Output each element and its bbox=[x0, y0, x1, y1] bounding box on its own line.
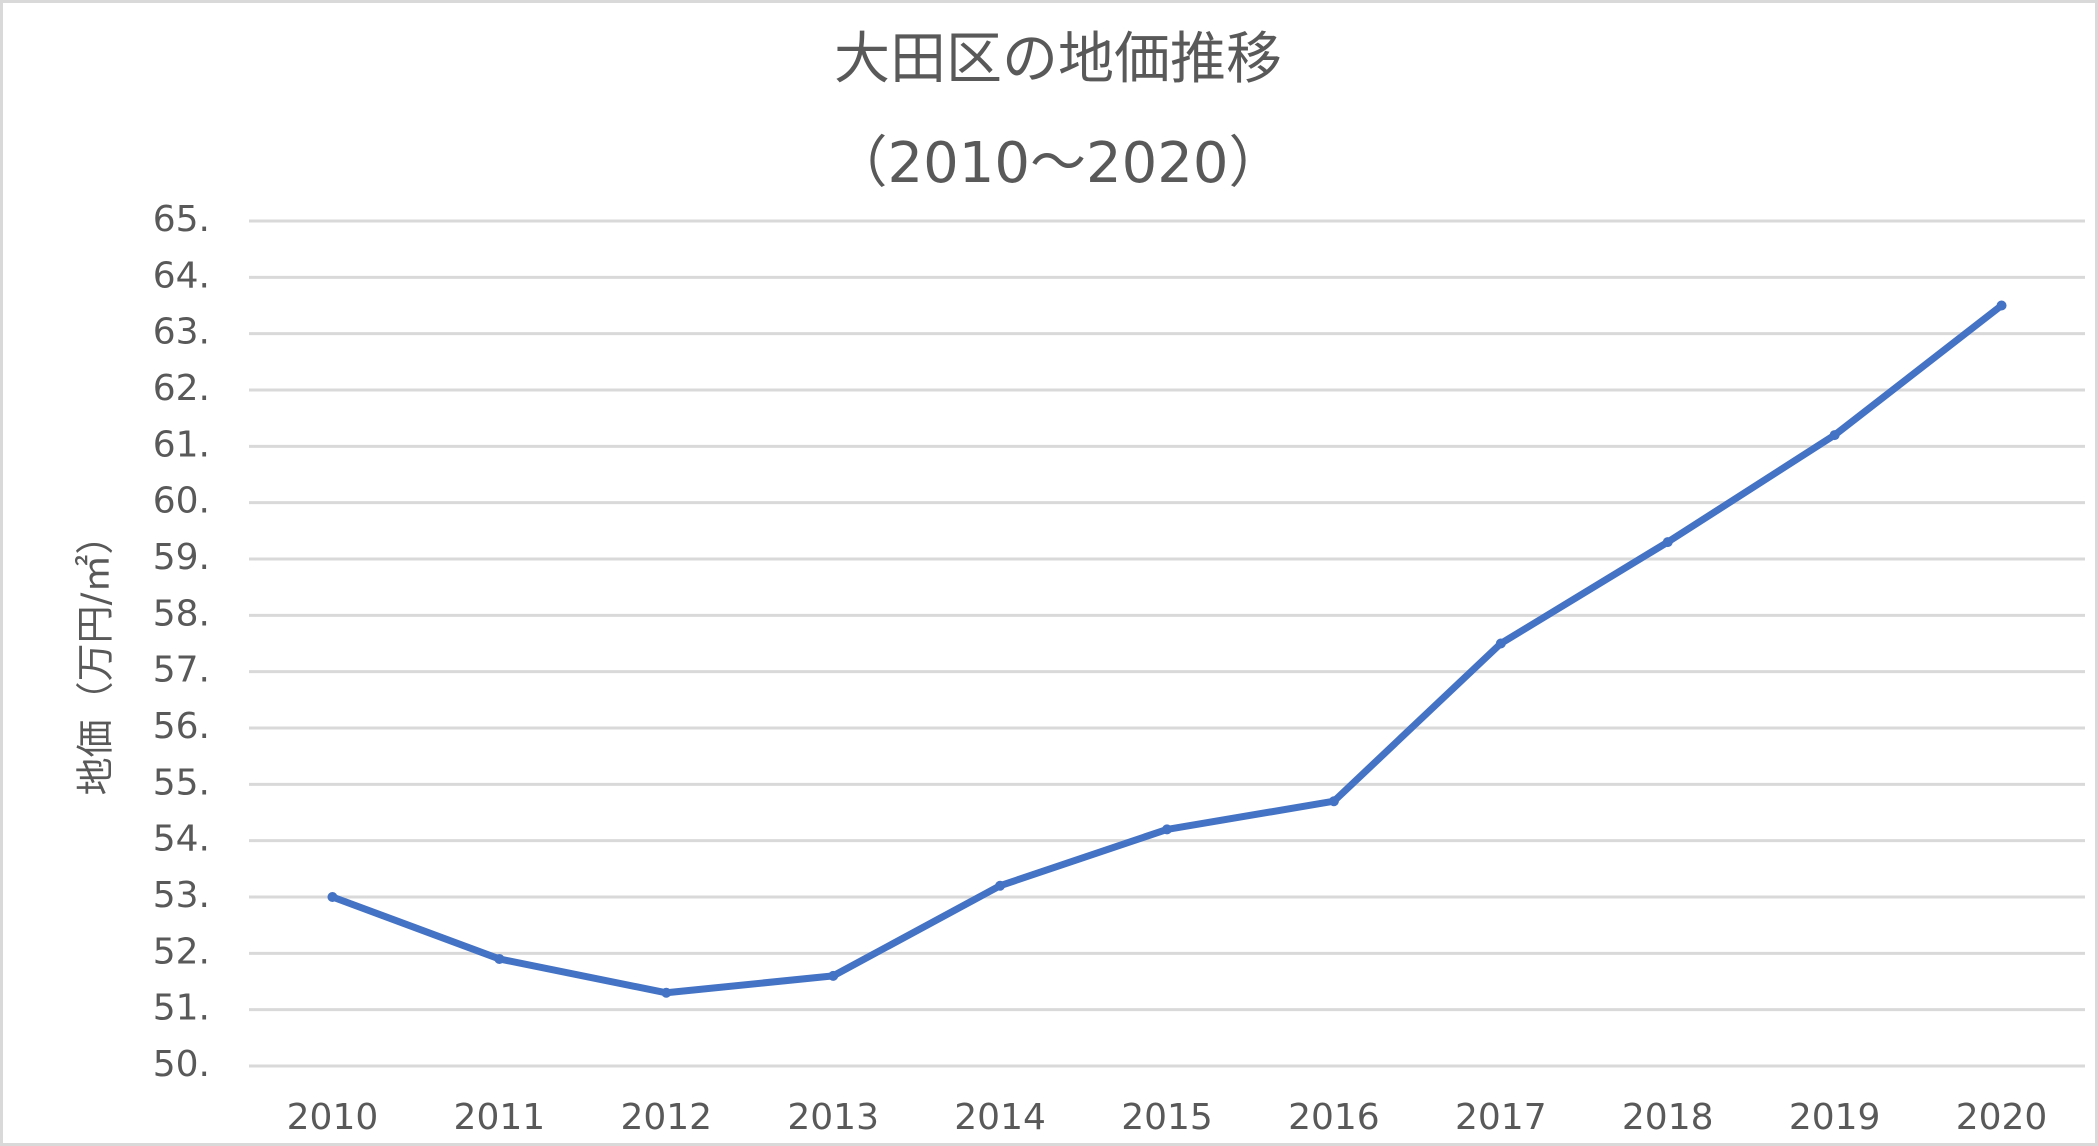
x-tick-label: 2017 bbox=[1455, 1097, 1547, 1138]
x-tick-label: 2014 bbox=[954, 1097, 1046, 1138]
y-tick-label: 51. bbox=[153, 988, 210, 1029]
chart-subtitle: （2010～2020） bbox=[831, 131, 1284, 196]
y-axis-label: 地価（万円/㎡） bbox=[74, 517, 118, 796]
data-point bbox=[1328, 796, 1339, 807]
x-tick-label: 2013 bbox=[787, 1097, 879, 1138]
x-tick-label: 2020 bbox=[1956, 1097, 2048, 1138]
y-tick-label: 57. bbox=[153, 650, 210, 691]
data-point bbox=[995, 880, 1006, 891]
y-tick-label: 50. bbox=[153, 1044, 210, 1085]
data-point bbox=[327, 892, 338, 902]
data-point bbox=[1662, 537, 1673, 548]
data-point bbox=[828, 970, 839, 981]
x-tick-label: 2010 bbox=[287, 1097, 379, 1138]
x-tick-label: 2011 bbox=[454, 1097, 546, 1138]
data-point bbox=[661, 987, 672, 998]
data-point bbox=[1829, 430, 1840, 441]
x-tick-label: 2018 bbox=[1622, 1097, 1714, 1138]
y-tick-label: 60. bbox=[153, 481, 210, 522]
y-tick-label: 54. bbox=[153, 819, 210, 860]
y-tick-label: 65. bbox=[153, 199, 210, 240]
x-tick-label: 2012 bbox=[620, 1097, 712, 1138]
y-tick-label: 59. bbox=[153, 537, 210, 578]
x-tick-label: 2015 bbox=[1121, 1097, 1213, 1138]
x-tick-label: 2016 bbox=[1288, 1097, 1380, 1138]
chart-title: 大田区の地価推移 bbox=[834, 27, 1282, 92]
y-tick-label: 63. bbox=[153, 312, 210, 353]
x-tick-label: 2019 bbox=[1789, 1097, 1881, 1138]
data-point bbox=[1495, 638, 1506, 649]
y-tick-label: 62. bbox=[153, 368, 210, 409]
data-point bbox=[494, 953, 505, 964]
y-tick-label: 56. bbox=[153, 706, 210, 747]
y-tick-label: 58. bbox=[153, 593, 210, 634]
y-tick-label: 52. bbox=[153, 931, 210, 972]
y-tick-label: 61. bbox=[153, 424, 210, 465]
y-tick-label: 55. bbox=[153, 762, 210, 803]
data-point bbox=[1162, 824, 1172, 835]
y-tick-label: 64. bbox=[153, 255, 210, 296]
data-point bbox=[1996, 300, 2007, 311]
y-tick-label: 53. bbox=[153, 875, 210, 916]
